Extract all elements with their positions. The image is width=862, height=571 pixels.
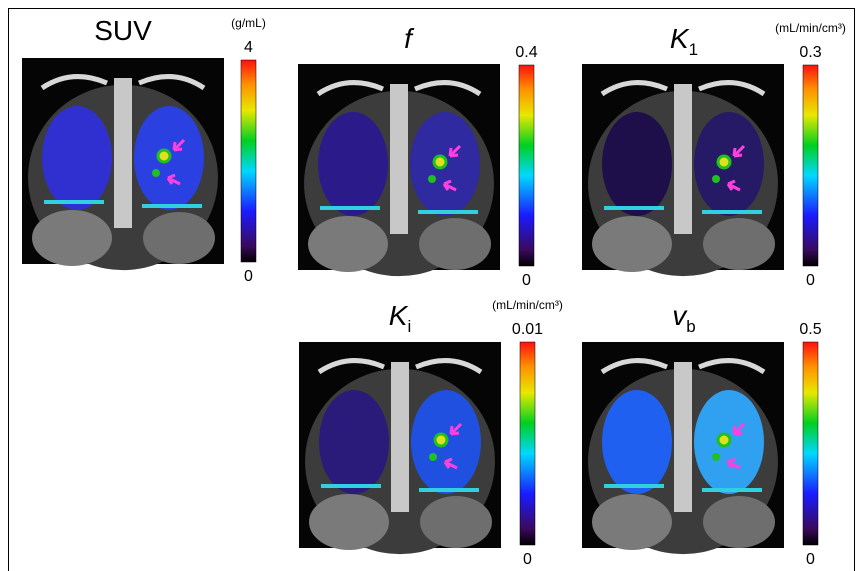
colorbar-unit: (mL/min/cm³)	[775, 21, 846, 35]
colorbar-min: 0	[244, 268, 253, 285]
colorbar-max: 0.5	[799, 321, 821, 338]
liver	[309, 494, 389, 550]
diaphragm-right	[702, 488, 762, 492]
lesion	[428, 175, 436, 183]
panel: K1 (mL/min/cm³) 0.3 0	[582, 21, 846, 289]
ct-image	[299, 342, 501, 554]
diaphragm-right	[419, 488, 479, 492]
spine	[674, 84, 692, 234]
colorbar-unit: (mL/min/cm³)	[492, 298, 563, 312]
stomach	[703, 496, 775, 548]
diaphragm-left	[44, 200, 104, 204]
colorbar	[241, 60, 256, 262]
lesion	[712, 453, 720, 461]
title-subscript: b	[686, 317, 695, 336]
lesion	[718, 434, 730, 446]
panel-title: vb	[672, 300, 695, 336]
liver	[308, 216, 388, 272]
lesion	[158, 150, 170, 162]
lung-left	[319, 390, 389, 494]
liver	[592, 494, 672, 550]
lung-left	[42, 106, 112, 210]
colorbar-min: 0	[806, 551, 815, 568]
colorbar-min: 0	[523, 551, 532, 568]
colorbar	[803, 342, 818, 545]
lung-left	[602, 390, 672, 494]
colorbar-max: 0.4	[515, 44, 537, 61]
lesion	[718, 156, 730, 168]
lesion	[152, 169, 160, 177]
title-subscript: i	[407, 317, 411, 336]
spine	[114, 78, 132, 228]
lesion	[712, 175, 720, 183]
diaphragm-right	[142, 204, 202, 208]
ct-image	[298, 64, 500, 276]
title-symbol: SUV	[94, 15, 152, 46]
spine	[390, 84, 408, 234]
diaphragm-left	[321, 484, 381, 488]
lesion	[434, 156, 446, 168]
colorbar-min: 0	[806, 272, 815, 289]
colorbar-unit: (g/mL)	[231, 16, 266, 30]
colorbar-max: 0.3	[799, 44, 821, 61]
panel: f 0.4 0	[298, 23, 538, 289]
stomach	[420, 496, 492, 548]
lung-left	[318, 112, 388, 216]
figure: SUV(g/mL)40f0.40K1(mL/min/cm³)0.30Ki(mL/…	[0, 0, 862, 571]
colorbar-max: 0.01	[512, 321, 543, 338]
stomach	[419, 218, 491, 270]
title-symbol: K	[670, 23, 690, 54]
ct-image	[582, 64, 784, 276]
stomach	[143, 212, 215, 264]
colorbar	[519, 65, 534, 266]
lesion	[435, 434, 447, 446]
lesion	[429, 453, 437, 461]
spine	[391, 362, 409, 512]
diaphragm-right	[418, 210, 478, 214]
colorbar	[520, 342, 535, 545]
liver	[592, 216, 672, 272]
ct-image	[22, 58, 224, 270]
ct-image	[582, 342, 784, 554]
panel-title: Ki	[389, 300, 411, 336]
diaphragm-left	[320, 206, 380, 210]
colorbar	[803, 65, 818, 266]
panel-title: f	[404, 23, 415, 54]
panel-title: K1	[670, 23, 698, 59]
panel: Ki (mL/min/cm³) 0.01 0	[299, 298, 563, 568]
diaphragm-left	[604, 206, 664, 210]
title-subscript: 1	[689, 40, 698, 59]
colorbar-min: 0	[522, 272, 531, 289]
liver	[32, 210, 112, 266]
diaphragm-right	[702, 210, 762, 214]
colorbar-max: 4	[244, 39, 253, 56]
title-symbol: K	[389, 300, 409, 331]
panel-title: SUV	[94, 15, 152, 46]
title-symbol: f	[404, 23, 415, 54]
spine	[674, 362, 692, 512]
panel: vb 0.5 0	[582, 300, 822, 568]
diaphragm-left	[604, 484, 664, 488]
lung-left	[602, 112, 672, 216]
stomach	[703, 218, 775, 270]
panel: SUV (g/mL) 4 0	[22, 15, 266, 285]
